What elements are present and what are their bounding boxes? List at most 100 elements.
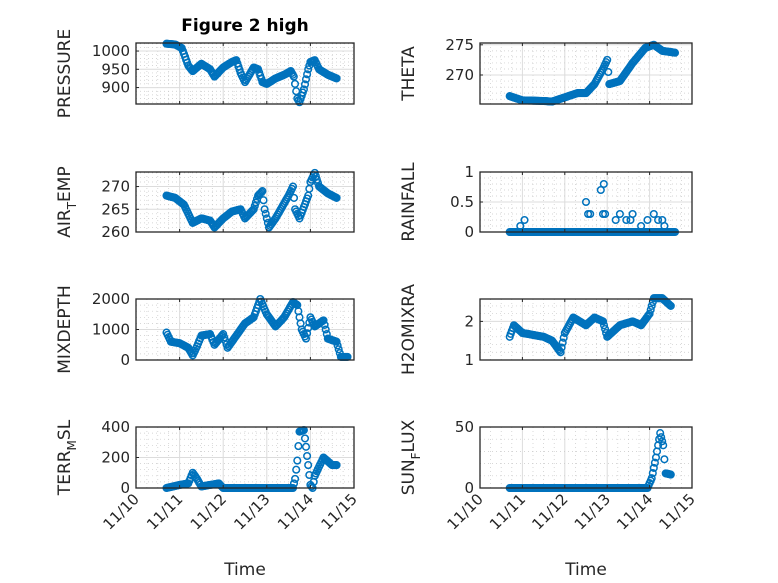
x-tick-label: 11/12 [187, 490, 230, 533]
data-point [291, 474, 300, 483]
x-tick-label: 11/11 [143, 490, 186, 533]
data-point [628, 209, 637, 219]
data-point [581, 197, 591, 207]
data-point [666, 301, 675, 310]
y-tick-label: 2 [464, 312, 474, 330]
data-point [259, 196, 268, 205]
subplot-mixdepth: 0 1000 2000 MIXDEPTH [55, 285, 355, 374]
data-point [556, 348, 565, 357]
y-axis-label: AIRTEMP [55, 166, 79, 237]
data-point [645, 309, 654, 318]
y-tick-label: 0.5 [450, 193, 474, 211]
data-point [599, 321, 609, 330]
y-tick-label: 270 [445, 66, 474, 84]
y-tick-label: 0 [464, 479, 474, 497]
data-point [321, 325, 330, 334]
data-point [557, 343, 566, 352]
data-point [311, 172, 320, 181]
data-point [516, 221, 525, 231]
x-axis-label: Time [564, 560, 607, 580]
data-point [654, 215, 663, 225]
data-point [290, 79, 300, 88]
data-point [334, 345, 343, 354]
data-point [666, 470, 675, 479]
y-axis-label: TERRMSL [55, 419, 79, 496]
data-point [251, 198, 260, 207]
data-point [637, 221, 646, 231]
data-point [289, 193, 299, 202]
x-tick-label: 11/14 [274, 490, 317, 533]
y-tick-label: 1000 [92, 42, 130, 60]
axes-box [479, 426, 693, 489]
data-point [289, 479, 299, 488]
y-tick-label: 1000 [92, 321, 130, 339]
data-point [664, 299, 673, 309]
x-tick-label: 11/13 [571, 490, 614, 533]
data-point [646, 305, 655, 314]
data-point [332, 337, 341, 346]
data-point [301, 75, 311, 84]
data-point [604, 67, 613, 77]
data-point [647, 301, 656, 310]
x-tick-label: 11/13 [230, 490, 273, 533]
y-axis-label: MIXDEPTH [55, 285, 75, 374]
data-point [615, 209, 624, 219]
data-point [319, 316, 328, 325]
data-point [303, 329, 312, 338]
data-point [599, 179, 608, 189]
x-tick-label: 11/15 [318, 490, 361, 533]
data-point [648, 469, 657, 478]
x-tick-label: 11/15 [656, 490, 699, 533]
data-point [300, 80, 310, 89]
data-point [248, 206, 257, 215]
y-tick-label: 1 [464, 163, 474, 181]
data-point [258, 187, 267, 196]
x-tick-label: 11/11 [486, 490, 529, 533]
y-tick-label: 900 [101, 79, 130, 97]
data-point [307, 482, 316, 491]
y-axis-label: PRESSURE [55, 29, 75, 118]
y-tick-label: 50 [455, 418, 474, 436]
data-point [659, 441, 668, 450]
y-tick-label: 270 [101, 178, 130, 196]
y-tick-label: 0 [120, 479, 130, 497]
data-point [256, 189, 265, 198]
data-point [622, 215, 631, 225]
data-point [611, 215, 620, 225]
data-point [649, 209, 658, 219]
y-tick-label: 260 [101, 223, 130, 241]
data-point [558, 338, 567, 347]
y-tick-label: 200 [101, 449, 130, 467]
data-point [292, 465, 301, 474]
data-point [304, 65, 313, 74]
data-point [520, 215, 529, 225]
axes-box [479, 42, 693, 105]
data-point [262, 214, 271, 223]
y-axis-label: RAINFALL [399, 162, 419, 242]
data-point [303, 70, 312, 79]
y-tick-label: 950 [101, 60, 130, 78]
axes-background [480, 299, 692, 360]
y-tick-label: 275 [445, 36, 474, 54]
data-point [294, 442, 303, 451]
data-point [650, 458, 659, 467]
y-axis-label: H2OMIXRA [399, 284, 419, 375]
data-point [670, 48, 680, 57]
data-point [586, 209, 595, 219]
data-point [288, 182, 298, 191]
y-tick-label: 400 [101, 418, 130, 436]
data-point [299, 85, 308, 94]
data-point [261, 209, 270, 218]
data-point [301, 334, 311, 343]
y-tick-label: 0 [464, 223, 474, 241]
subplot-theta: 270 275 THETA [399, 36, 693, 106]
data-point [293, 456, 302, 465]
subplot-rainfall: 0 0.5 1 RAINFALL [399, 162, 693, 242]
data-point [601, 209, 610, 219]
data-point [257, 188, 266, 197]
data-point [333, 341, 342, 350]
data-point [332, 193, 341, 202]
